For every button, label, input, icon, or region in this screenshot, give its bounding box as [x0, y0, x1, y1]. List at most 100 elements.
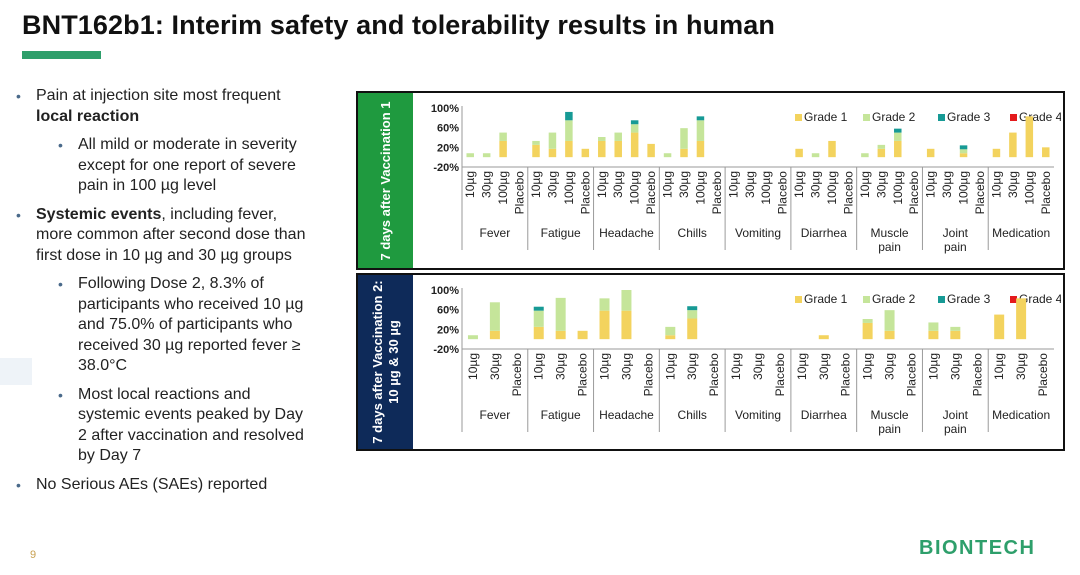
- dose-tick-label: 30µg: [817, 353, 831, 380]
- dose-tick-label: 10µg: [989, 171, 1003, 198]
- y-tick-label: 60%: [437, 123, 459, 135]
- category-label: Headache: [599, 226, 654, 240]
- dose-tick-label: 30µg: [809, 171, 823, 198]
- dose-tick-label: Placebo: [644, 171, 658, 215]
- bar-segment: [795, 148, 803, 158]
- bar-segment: [687, 310, 698, 319]
- bullet-bold-text: local reaction: [36, 107, 140, 125]
- dose-tick-label: Placebo: [904, 353, 918, 397]
- dose-tick-label: Placebo: [710, 171, 724, 215]
- bar-segment: [665, 326, 676, 336]
- dose-tick-label: 10µg: [598, 353, 612, 380]
- bar-segment: [555, 330, 566, 340]
- bar-segment: [577, 330, 588, 340]
- dose-tick-label: 100µg: [957, 171, 971, 205]
- sub-bullet-peak: Most local reactions and systemic events…: [12, 385, 312, 467]
- bar-segment: [533, 310, 544, 327]
- dose-tick-label: 30µg: [940, 171, 954, 198]
- sub-bullet-fever: Following Dose 2, 8.3% of participants w…: [12, 274, 312, 377]
- bar-segment: [828, 140, 836, 158]
- bullet-text: Pain at injection site most frequent: [36, 87, 281, 104]
- dose-tick-label: 10µg: [858, 171, 872, 198]
- dose-tick-label: 30µg: [677, 171, 691, 198]
- bar-segment: [565, 120, 573, 141]
- category-label: Diarrhea: [801, 226, 847, 240]
- dose-tick-label: 30µg: [743, 171, 757, 198]
- panel-label: 7 days after Vaccination 1: [377, 101, 393, 260]
- page-title: BNT162b1: Interim safety and tolerabilit…: [22, 10, 775, 40]
- dose-tick-label: Placebo: [907, 171, 921, 215]
- dose-tick-label: 30µg: [883, 353, 897, 380]
- bar-segment: [877, 144, 886, 149]
- bullet-text: No Serious AEs (SAEs) reported: [36, 475, 268, 493]
- y-tick-label: 20%: [437, 142, 459, 154]
- bar-segment: [630, 124, 639, 133]
- dose-tick-label: 10µg: [661, 171, 675, 198]
- category-label: pain: [944, 240, 967, 254]
- dose-tick-label: 100µg: [825, 171, 839, 205]
- bar-segment: [647, 143, 655, 158]
- category-label: Joint: [943, 226, 969, 240]
- bar-segment: [894, 132, 902, 141]
- y-tick-label: 20%: [437, 324, 459, 336]
- bar-segment: [862, 322, 873, 340]
- chart-panel-vaccination-1: 7 days after Vaccination 1 100% 60% 20% -20…: [356, 91, 1065, 270]
- category-label: Headache: [599, 408, 654, 422]
- sub-bullet-severity: All mild or moderate in severity except …: [12, 135, 312, 197]
- dose-tick-label: 30µg: [480, 171, 494, 198]
- bar-segment: [630, 120, 639, 125]
- dose-tick-label: 100µg: [759, 171, 773, 205]
- dose-tick-label: 30µg: [1014, 353, 1028, 380]
- category-label: Medication: [992, 226, 1050, 240]
- dose-tick-label: 10µg: [529, 171, 543, 198]
- dose-tick-label: 10µg: [463, 171, 477, 198]
- side-marker: [0, 358, 32, 385]
- bar-segment: [894, 128, 902, 133]
- bullet-systemic-events: Systemic events, including fever, more c…: [12, 205, 312, 267]
- dose-tick-label: 10µg: [792, 171, 806, 198]
- legend-label: Grade 4: [1019, 292, 1061, 306]
- biontech-logo: BIONTECH: [919, 537, 1036, 559]
- bar-segment: [532, 144, 540, 158]
- bullet-text: All mild or moderate in severity except …: [78, 136, 297, 194]
- dose-tick-label: 30µg: [619, 353, 633, 380]
- bar-segment: [992, 148, 1001, 158]
- bar-segment: [499, 140, 507, 158]
- page-number: 9: [30, 549, 37, 561]
- dose-tick-label: 100µg: [693, 171, 707, 205]
- dose-tick-label: 30µg: [611, 171, 625, 198]
- bar-segment: [467, 335, 478, 340]
- stacked-bar-chart-vaccination-2: 100% 60% 20% -20% Grade 1 Grade 2 Grade 3 Grade…: [431, 285, 1061, 436]
- category-label: pain: [878, 240, 901, 254]
- dose-tick-label: 10µg: [729, 353, 743, 380]
- bullet-local-reaction: Pain at injection site most frequent loc…: [12, 86, 312, 127]
- legend-swatch: [863, 114, 870, 121]
- category-label: Vomiting: [735, 226, 781, 240]
- category-label: Diarrhea: [801, 408, 847, 422]
- bar-segment: [548, 132, 557, 149]
- category-label: Chills: [678, 408, 707, 422]
- bar-segment: [548, 148, 557, 158]
- bar-segment: [926, 148, 935, 158]
- bar-segment: [884, 310, 895, 331]
- dose-tick-label: Placebo: [1039, 171, 1053, 215]
- bar-segment: [499, 132, 507, 141]
- legend-swatch: [1010, 296, 1017, 303]
- bar-segment: [665, 335, 676, 340]
- bar-segment: [687, 306, 698, 311]
- bar-segment: [663, 153, 672, 158]
- bar-segment: [950, 330, 961, 340]
- y-tick-label: 60%: [437, 305, 459, 317]
- dose-tick-label: 100µg: [1022, 171, 1036, 205]
- bar-segment: [894, 140, 902, 158]
- panel-label-tab: 7 days after Vaccination 2: 10 µg & 30 µ…: [358, 275, 413, 449]
- dose-tick-label: 30µg: [874, 171, 888, 198]
- stacked-bar-chart-vaccination-1: 100% 60% 20% -20% Grade 1 Grade 2 Grade 3 Grade…: [431, 103, 1061, 254]
- bar-segment: [818, 335, 829, 340]
- dose-tick-label: Placebo: [513, 171, 527, 215]
- bar-segment: [928, 322, 939, 331]
- y-tick-label: 100%: [431, 103, 459, 115]
- bar-segment: [614, 140, 622, 158]
- y-tick-label: -20%: [433, 162, 459, 174]
- dose-tick-label: 100µg: [562, 171, 576, 205]
